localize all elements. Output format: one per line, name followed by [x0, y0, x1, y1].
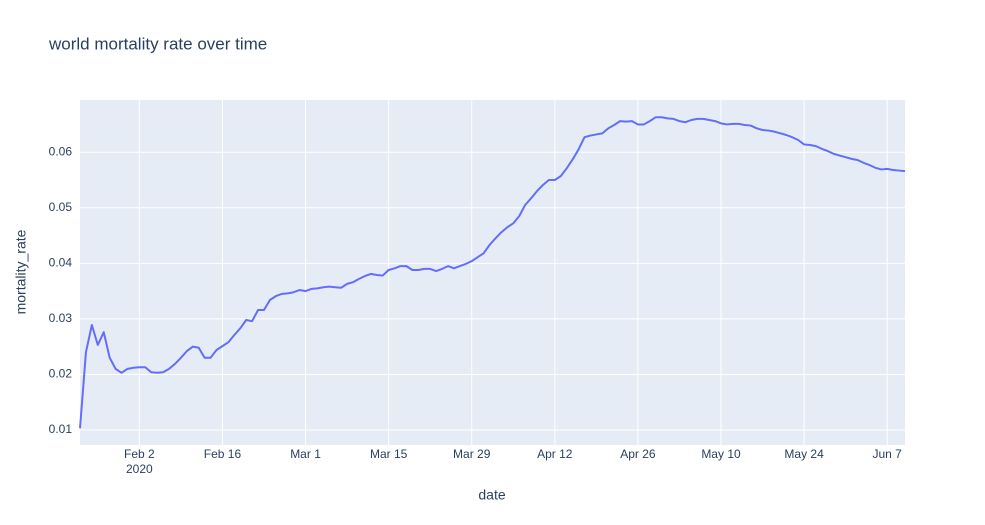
y-tick-label: 0.05 — [49, 200, 73, 214]
x-tick-label: Apr 12 — [537, 447, 573, 461]
chart-title: world mortality rate over time — [48, 34, 267, 53]
y-axis-title: mortality_rate — [13, 229, 29, 314]
data-line — [79, 116, 906, 429]
y-tick-label: 0.02 — [49, 367, 73, 381]
y-tick-label: 0.06 — [49, 144, 73, 158]
x-tick-year: 2020 — [126, 462, 153, 476]
plot-area — [80, 100, 905, 445]
x-tick-label: May 10 — [701, 447, 741, 461]
y-tick-label: 0.01 — [49, 422, 73, 436]
x-axis-title: date — [478, 487, 505, 503]
y-tick-label: 0.04 — [49, 256, 73, 270]
x-tick-label: Feb 16 — [204, 447, 242, 461]
x-tick-label: Mar 29 — [453, 447, 491, 461]
x-tick-label: Mar 15 — [370, 447, 408, 461]
x-tick-label: Mar 1 — [290, 447, 321, 461]
x-tick-label: May 24 — [784, 447, 824, 461]
y-tick-label: 0.03 — [49, 311, 73, 325]
x-tick-label: Apr 26 — [620, 447, 656, 461]
x-tick-label: Jun 7 — [873, 447, 903, 461]
x-tick-label: Feb 2 — [124, 447, 155, 461]
